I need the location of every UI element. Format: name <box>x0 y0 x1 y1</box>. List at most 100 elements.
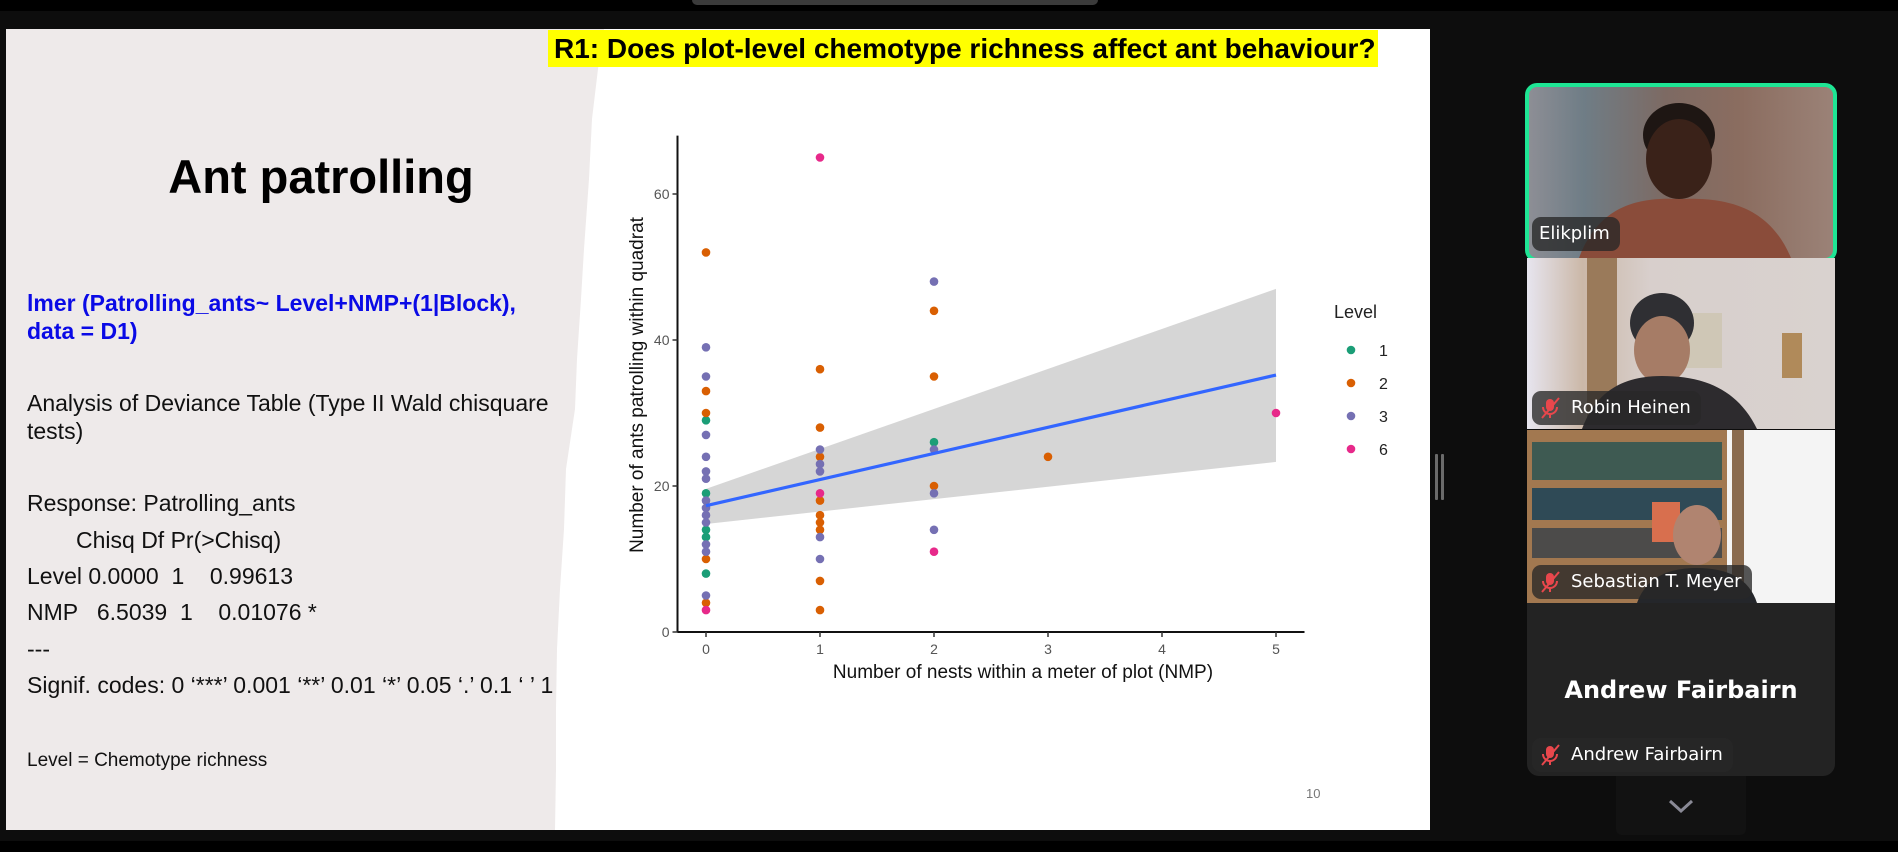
data-point-level-2 <box>815 525 825 535</box>
data-point-level-3 <box>929 277 939 286</box>
y-tick-label: 40 <box>654 332 670 348</box>
data-point-level-2 <box>929 372 939 381</box>
y-tick-label: 0 <box>662 624 670 640</box>
footnote: Level = Chemotype richness <box>27 750 268 771</box>
x-tick-label: 5 <box>1272 641 1280 657</box>
data-point-level-6 <box>815 153 825 162</box>
meeting-toolbar-handle[interactable] <box>692 0 1098 5</box>
data-point-level-1 <box>701 416 711 425</box>
data-point-level-3 <box>701 518 711 527</box>
data-point-level-3 <box>701 452 711 462</box>
mic-muted-icon <box>1541 397 1560 419</box>
legend-label: 6 <box>1379 442 1388 459</box>
legend-label: 1 <box>1379 343 1388 360</box>
data-point-level-2 <box>1043 452 1053 462</box>
slide-title: R1: Does plot-level chemotype richness a… <box>548 30 1378 67</box>
signif-codes: Signif. codes: 0 ‘***’ 0.001 ‘**’ 0.01 ‘… <box>27 672 554 698</box>
data-point-level-3 <box>701 474 711 484</box>
participant-name-tag: Elikplim <box>1532 217 1620 251</box>
data-point-level-3 <box>815 532 825 542</box>
data-point-level-1 <box>701 489 711 498</box>
bottom-bar <box>0 841 1898 852</box>
table-row-level: Level 0.0000 1 0.99613 <box>27 563 293 589</box>
panel-resize-handle[interactable] <box>1435 454 1438 500</box>
data-point-level-3 <box>701 547 711 556</box>
data-point-level-2 <box>815 423 825 432</box>
data-point-level-3 <box>815 467 825 476</box>
confidence-band <box>706 288 1276 524</box>
x-tick-label: 3 <box>1044 641 1052 657</box>
data-point-level-3 <box>701 510 711 520</box>
participant-name-tag: Andrew Fairbairn <box>1532 738 1733 772</box>
participant-tile-robin-heinen[interactable]: Robin Heinen <box>1527 258 1835 429</box>
data-point-level-2 <box>815 518 825 527</box>
data-point-level-2 <box>815 364 825 374</box>
table-header: Chisq Df Pr(>Chisq) <box>76 527 282 553</box>
data-point-level-2 <box>929 306 939 316</box>
data-point-level-3 <box>701 343 711 352</box>
data-point-level-2 <box>815 496 825 505</box>
data-point-level-3 <box>815 445 825 454</box>
legend-label: 3 <box>1379 409 1388 426</box>
x-axis-label: Number of nests within a meter of plot (… <box>833 662 1213 683</box>
participant-display-name: Andrew Fairbairn <box>1564 676 1798 704</box>
participant-name-tag: Sebastian T. Meyer <box>1532 565 1752 599</box>
panel-resize-handle-bar[interactable] <box>1441 454 1444 500</box>
scatter-chart: 0 1 2 3 4 5 0 20 40 60 Number of nests within a m… <box>627 135 1388 683</box>
participant-name: Sebastian T. Meyer <box>1571 571 1742 592</box>
y-tick-label: 60 <box>654 186 670 202</box>
data-point-level-3 <box>701 496 711 505</box>
left-panel-background <box>6 29 604 830</box>
scroll-participants-down-button[interactable] <box>1616 776 1746 835</box>
slide-number: 10 <box>1306 786 1321 801</box>
participant-video <box>1579 103 1791 258</box>
data-point-level-2 <box>701 598 711 608</box>
data-point-level-6 <box>701 605 711 615</box>
data-point-level-3 <box>929 489 939 498</box>
regression-line <box>705 373 1277 508</box>
participant-name: Andrew Fairbairn <box>1571 744 1723 765</box>
legend-key-1 <box>1346 345 1356 355</box>
legend-key-6 <box>1346 444 1356 454</box>
legend-key-2 <box>1346 378 1356 388</box>
analysis-title-line2: tests) <box>27 418 84 444</box>
mic-muted-icon <box>1541 744 1560 766</box>
data-point-level-3 <box>701 430 711 440</box>
data-point-level-2 <box>815 510 825 520</box>
data-point-level-2 <box>701 248 711 257</box>
model-formula-line2: data = D1) <box>27 318 138 344</box>
x-tick-label: 2 <box>930 641 938 657</box>
data-point-level-1 <box>701 569 711 578</box>
x-tick-label: 1 <box>816 641 824 657</box>
data-point-level-2 <box>815 605 825 615</box>
data-point-level-1 <box>701 532 711 542</box>
data-point-level-3 <box>929 525 939 535</box>
table-separator: --- <box>27 636 50 662</box>
participant-name: Elikplim <box>1539 223 1610 244</box>
legend-label: 2 <box>1379 376 1388 393</box>
model-formula-line1: lmer (Patrolling_ants~ Level+NMP+(1|Bloc… <box>27 290 516 316</box>
participant-tile-andrew-fairbairn[interactable]: Andrew Fairbairn Andrew Fairbairn <box>1527 603 1835 776</box>
y-axis-label: Number of ants patrolling within quadrat <box>627 216 648 553</box>
data-point-level-3 <box>701 591 711 600</box>
participant-tile-sebastian-meyer[interactable]: Sebastian T. Meyer <box>1527 430 1835 603</box>
legend-title: Level <box>1334 302 1377 322</box>
data-point-level-1 <box>929 437 939 447</box>
y-tick-label: 20 <box>654 478 670 494</box>
chevron-down-icon <box>1668 799 1694 813</box>
data-point-level-2 <box>701 554 711 564</box>
response-line: Response: Patrolling_ants <box>27 490 296 516</box>
mic-muted-icon <box>1541 571 1560 593</box>
participant-name-tag: Robin Heinen <box>1532 391 1701 425</box>
x-tick-label: 0 <box>702 641 710 657</box>
slide-heading: Ant patrolling <box>168 150 474 203</box>
shared-slide: R1: Does plot-level chemotype richness a… <box>6 29 1430 830</box>
data-point-level-6 <box>929 547 939 556</box>
top-bar <box>0 0 1898 11</box>
data-point-level-2 <box>815 576 825 586</box>
data-point-level-2 <box>929 481 939 491</box>
data-point-level-2 <box>701 386 711 396</box>
data-point-level-3 <box>701 540 711 549</box>
participant-tile-elikplim[interactable]: Elikplim <box>1525 83 1837 262</box>
participant-name: Robin Heinen <box>1571 397 1691 418</box>
